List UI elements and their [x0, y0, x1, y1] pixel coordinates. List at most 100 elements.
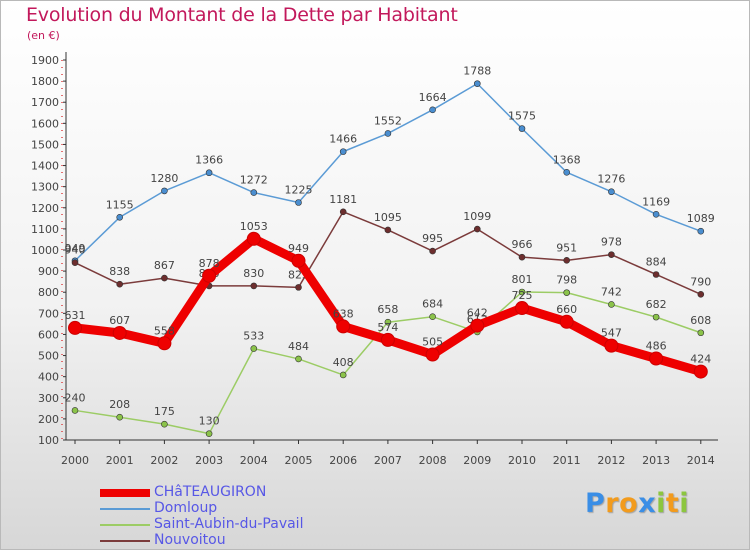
data-label: 547 [601, 327, 622, 340]
data-point [71, 259, 79, 266]
data-point [697, 329, 705, 337]
data-point [295, 355, 302, 363]
proxiti-logo: Proxiti [585, 488, 689, 519]
data-point [161, 420, 168, 428]
data-point [205, 430, 213, 437]
data-point [429, 106, 436, 114]
data-label: 884 [646, 255, 667, 268]
legend-label: Saint-Aubin-du-Pavail [154, 516, 304, 532]
data-point [608, 301, 615, 308]
y-tick-label: 1100 [31, 223, 59, 236]
data-label: 208 [109, 398, 130, 411]
y-tick-label: 1600 [31, 117, 59, 130]
data-point [425, 347, 440, 362]
data-point [515, 301, 529, 316]
data-label: 574 [377, 321, 398, 334]
data-point [518, 288, 526, 296]
data-point [608, 251, 615, 258]
data-point [693, 364, 708, 379]
y-tick-label: 200 [38, 413, 59, 426]
x-tick-label: 2002 [150, 454, 178, 467]
data-point [563, 169, 571, 176]
legend-swatch [100, 489, 150, 497]
x-tick-label: 2000 [61, 454, 89, 467]
data-label: 658 [377, 303, 398, 316]
data-label: 1575 [508, 110, 536, 123]
x-tick-label: 2012 [597, 454, 625, 467]
data-point [250, 345, 258, 352]
data-label: 607 [109, 314, 130, 327]
legend-item: Domloup [100, 500, 360, 517]
data-point [604, 338, 619, 353]
data-point [116, 413, 123, 421]
data-label: 1053 [240, 220, 268, 233]
data-label: 830 [243, 267, 264, 280]
x-tick-label: 2013 [642, 454, 670, 467]
data-label: 940 [65, 244, 86, 257]
data-label: 660 [556, 303, 577, 316]
y-tick-label: 500 [38, 350, 59, 363]
data-point [384, 318, 392, 326]
data-label: 684 [422, 298, 443, 311]
y-tick-label: 700 [38, 307, 59, 320]
legend-item: Saint-Aubin-du-Pavail [100, 516, 360, 533]
data-label: 558 [154, 324, 175, 337]
y-tick-label: 1200 [31, 202, 59, 215]
legend-swatch [100, 540, 150, 542]
data-label: 533 [243, 330, 264, 343]
y-tick-label: 300 [38, 392, 59, 405]
legend-item: Nouvoitou [100, 532, 360, 549]
data-point [559, 314, 574, 329]
data-point [161, 187, 168, 195]
data-point [295, 199, 302, 206]
logo-letter: o [619, 488, 639, 519]
legend: CHâTEAUGIRON Domloup Saint-Aubin-du-Pavail… [100, 484, 360, 549]
data-point [116, 213, 123, 221]
data-label: 1276 [597, 173, 625, 186]
data-label: 1368 [553, 153, 581, 166]
data-label: 995 [422, 232, 443, 245]
data-label: 1280 [150, 172, 178, 185]
x-tick-label: 2005 [285, 454, 313, 467]
x-tick-label: 2004 [240, 454, 268, 467]
x-tick-label: 2001 [106, 454, 134, 467]
y-tick-label: 1500 [31, 138, 59, 151]
data-label: 1225 [285, 184, 313, 197]
data-point [652, 271, 660, 278]
logo-letter: i [679, 488, 690, 519]
data-point [384, 226, 392, 234]
x-tick-label: 2007 [374, 454, 402, 467]
y-tick-label: 1700 [31, 96, 59, 109]
data-point [563, 289, 571, 296]
logo-letter: x [638, 488, 657, 519]
data-point [652, 211, 660, 218]
data-point [518, 253, 526, 261]
data-label: 631 [65, 309, 86, 322]
data-label: 484 [288, 340, 309, 353]
data-label: 608 [690, 314, 711, 327]
data-label: 638 [333, 307, 354, 320]
data-point [161, 274, 168, 282]
data-label: 1169 [642, 195, 670, 208]
data-label: 642 [467, 307, 488, 320]
data-point [652, 313, 660, 321]
data-label: 1788 [463, 65, 491, 78]
y-tick-label: 600 [38, 328, 59, 341]
logo-letter: P [585, 488, 606, 519]
y-tick-label: 800 [38, 286, 59, 299]
legend-label: Domloup [154, 500, 218, 516]
data-label: 725 [512, 289, 533, 302]
y-tick-label: 1800 [31, 75, 59, 88]
data-label: 424 [690, 353, 711, 366]
x-tick-label: 2014 [687, 454, 715, 467]
data-label: 1272 [240, 174, 268, 187]
chart-title: Evolution du Montant de la Dette par Hab… [26, 4, 458, 26]
data-point [697, 227, 705, 235]
data-point [68, 320, 82, 335]
data-label: 486 [646, 340, 667, 353]
data-label: 505 [422, 336, 443, 349]
data-point [339, 371, 347, 379]
data-label: 240 [65, 391, 86, 404]
data-point [116, 280, 123, 288]
